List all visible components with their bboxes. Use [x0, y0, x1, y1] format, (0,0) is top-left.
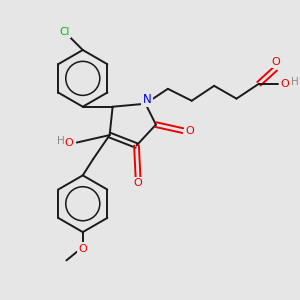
Text: O: O: [271, 57, 280, 67]
Text: H: H: [291, 77, 299, 87]
Text: O: O: [280, 79, 289, 89]
Text: N: N: [142, 93, 151, 106]
Text: O: O: [185, 126, 194, 136]
Text: O: O: [64, 137, 73, 148]
Text: O: O: [134, 178, 142, 188]
Text: O: O: [78, 244, 87, 254]
Text: H: H: [56, 136, 64, 146]
Text: Cl: Cl: [60, 27, 70, 37]
